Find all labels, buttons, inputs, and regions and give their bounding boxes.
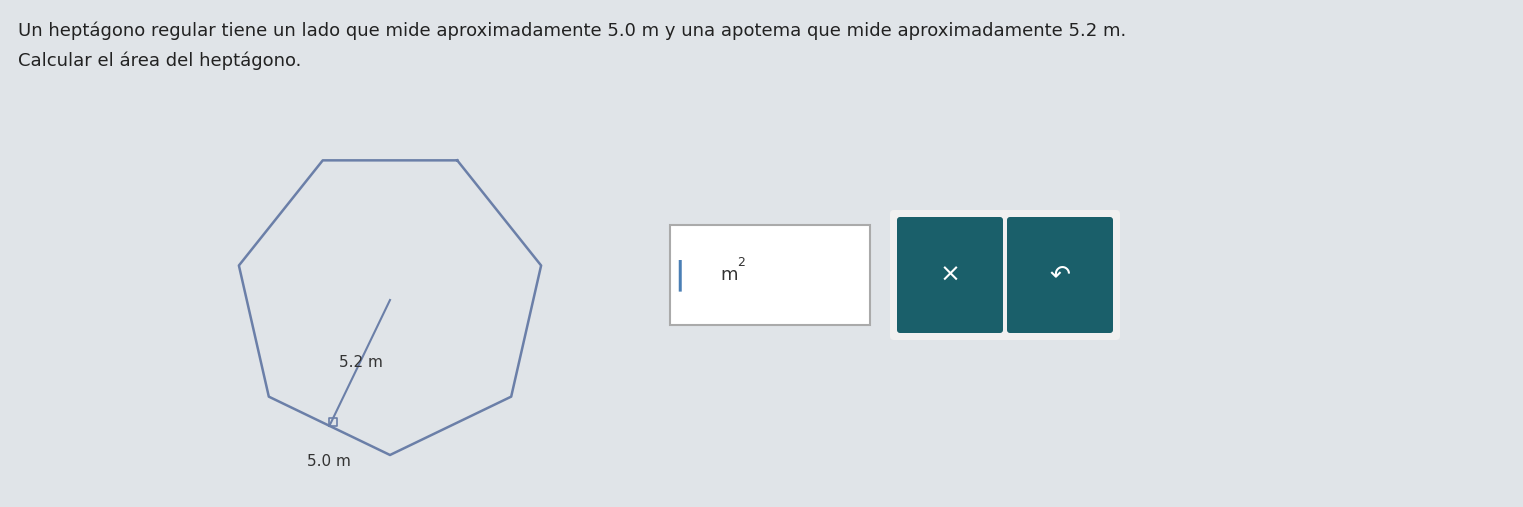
FancyBboxPatch shape bbox=[897, 217, 1004, 333]
FancyBboxPatch shape bbox=[670, 225, 870, 325]
Text: Un heptágono regular tiene un lado que mide aproximadamente 5.0 m y una apotema : Un heptágono regular tiene un lado que m… bbox=[18, 22, 1125, 41]
Text: 5.0 m: 5.0 m bbox=[308, 454, 352, 469]
Text: 5.2 m: 5.2 m bbox=[340, 355, 384, 371]
Text: m: m bbox=[720, 266, 737, 284]
Text: ▏: ▏ bbox=[678, 259, 702, 291]
Text: ×: × bbox=[940, 263, 961, 287]
FancyBboxPatch shape bbox=[889, 210, 1119, 340]
FancyBboxPatch shape bbox=[1007, 217, 1113, 333]
Text: 2: 2 bbox=[737, 257, 745, 270]
Text: ↶: ↶ bbox=[1049, 263, 1071, 287]
Text: Calcular el área del heptágono.: Calcular el área del heptágono. bbox=[18, 52, 302, 70]
